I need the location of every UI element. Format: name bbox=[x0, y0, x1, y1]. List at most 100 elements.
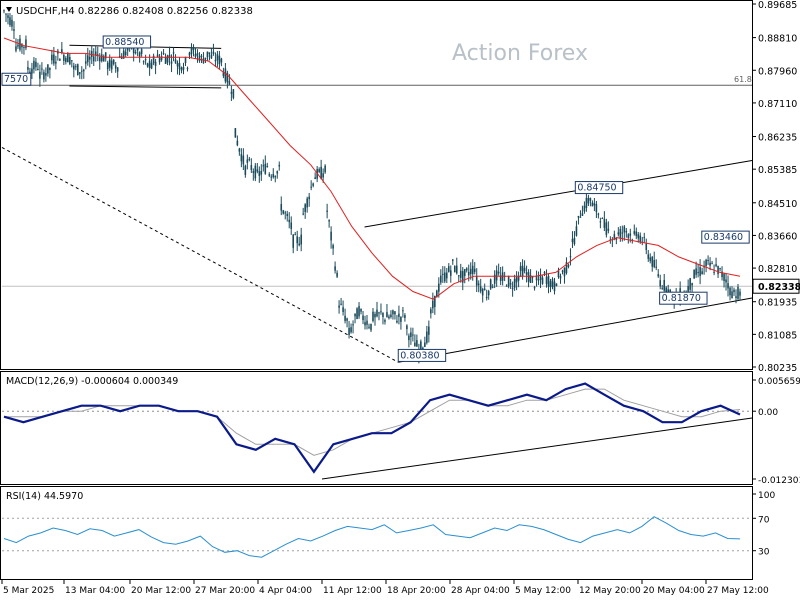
candle-body bbox=[102, 57, 105, 62]
time-axis-label: 28 Apr 04:00 bbox=[451, 586, 510, 596]
price-annotation-label: 0.84750 bbox=[577, 183, 616, 194]
candle-body bbox=[192, 47, 195, 51]
candle-body bbox=[282, 210, 285, 214]
candle-body bbox=[517, 275, 520, 281]
candle-body bbox=[529, 275, 532, 283]
candle-body bbox=[288, 219, 291, 223]
candle-body bbox=[346, 318, 348, 321]
candle-body bbox=[61, 49, 63, 54]
candle-body bbox=[445, 272, 448, 279]
candle-body bbox=[408, 335, 410, 341]
candle-body bbox=[204, 57, 207, 60]
candle-body bbox=[29, 71, 31, 73]
candle-body bbox=[521, 265, 524, 277]
candle-body bbox=[396, 320, 398, 323]
candle-body bbox=[15, 46, 17, 51]
candle-body bbox=[11, 19, 13, 27]
candle-body bbox=[338, 305, 340, 308]
candle-body bbox=[138, 52, 141, 57]
candle-body bbox=[140, 49, 143, 54]
candle-body bbox=[655, 266, 658, 268]
candle-body bbox=[477, 283, 480, 286]
candle-body bbox=[637, 234, 640, 239]
candle-body bbox=[148, 60, 151, 69]
candle-body bbox=[168, 54, 171, 58]
candle-body bbox=[23, 46, 25, 48]
time-axis-label: 20 Mar 12:00 bbox=[131, 586, 191, 596]
candle-body bbox=[559, 276, 562, 279]
candle-body bbox=[342, 307, 344, 312]
price-axis-label: 0.80235 bbox=[758, 363, 797, 374]
candle-body bbox=[124, 51, 127, 56]
candle-body bbox=[180, 67, 183, 71]
price-axis-label: 0.89685 bbox=[758, 0, 797, 11]
candle-body bbox=[569, 256, 572, 258]
candle-body bbox=[653, 260, 656, 267]
moving-average-line bbox=[3, 37, 741, 300]
candle-body bbox=[238, 148, 241, 152]
price-annotation-label: 0.80380 bbox=[400, 350, 439, 361]
candle-body bbox=[176, 62, 179, 67]
candle-body bbox=[146, 63, 149, 67]
candle-body bbox=[17, 44, 19, 47]
candle-body bbox=[567, 264, 570, 267]
candle-body bbox=[264, 163, 267, 174]
candle-body bbox=[619, 229, 622, 239]
candle-body bbox=[721, 271, 723, 278]
candle-body bbox=[33, 60, 35, 70]
candle-body bbox=[509, 283, 512, 285]
candle-body bbox=[719, 268, 721, 270]
candle-body bbox=[537, 279, 540, 281]
candle-body bbox=[629, 233, 632, 236]
candle-body bbox=[430, 309, 432, 314]
candle-body bbox=[272, 173, 275, 178]
candle-body bbox=[31, 68, 33, 74]
candle-body bbox=[485, 296, 488, 299]
candle-body bbox=[438, 283, 440, 292]
candle-body bbox=[234, 128, 237, 138]
candle-body bbox=[386, 312, 388, 318]
candle-body bbox=[374, 313, 376, 318]
candle-body bbox=[513, 278, 516, 288]
candle-body bbox=[152, 55, 155, 64]
price-axis-label: 0.87110 bbox=[758, 99, 797, 110]
candle-body bbox=[114, 65, 117, 69]
candle-body bbox=[276, 171, 279, 174]
candle-body bbox=[78, 72, 81, 74]
candle-body bbox=[376, 309, 378, 317]
candle-body bbox=[144, 59, 147, 61]
macd-panel bbox=[0, 371, 753, 485]
candle-body bbox=[51, 54, 53, 61]
candle-body bbox=[457, 275, 460, 277]
candle-body bbox=[422, 347, 424, 350]
candle-body bbox=[645, 243, 648, 251]
current-price-box bbox=[752, 278, 800, 294]
candle-body bbox=[539, 274, 542, 280]
candle-body bbox=[69, 56, 71, 65]
price-axis-label: 0.83660 bbox=[758, 231, 797, 242]
rsi-axis-label: 30 bbox=[758, 548, 770, 558]
candle-body bbox=[453, 266, 456, 273]
candle-body bbox=[535, 275, 538, 281]
candle-body bbox=[134, 52, 137, 54]
candle-body bbox=[278, 164, 281, 167]
candle-body bbox=[302, 213, 304, 215]
candle-body bbox=[164, 57, 167, 64]
candle-body bbox=[519, 266, 522, 271]
candle-body bbox=[320, 166, 322, 179]
candle-body bbox=[308, 196, 310, 200]
candle-body bbox=[593, 203, 596, 206]
candle-body bbox=[260, 171, 263, 175]
trendline bbox=[69, 85, 222, 89]
candle-body bbox=[455, 265, 458, 274]
candle-body bbox=[218, 55, 221, 65]
candle-body bbox=[444, 272, 446, 282]
candle-body bbox=[400, 316, 402, 322]
collapse-triangle-icon[interactable] bbox=[6, 7, 12, 12]
candle-body bbox=[549, 281, 552, 288]
rsi-axis-label: 100 bbox=[758, 491, 775, 501]
candle-body bbox=[635, 231, 638, 237]
price-axis-label: 0.87960 bbox=[758, 66, 797, 77]
candle-body bbox=[286, 213, 289, 217]
candle-body bbox=[268, 174, 271, 176]
